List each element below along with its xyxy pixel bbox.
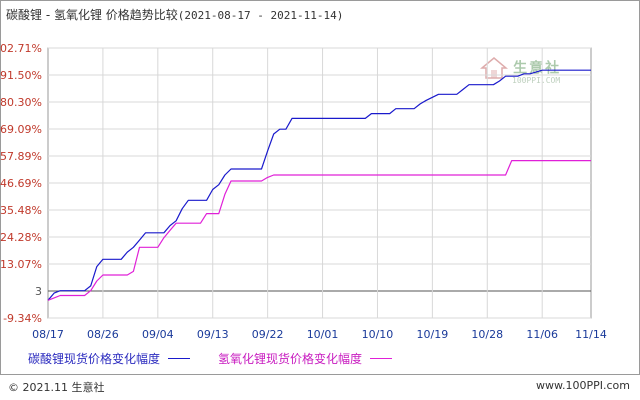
y-tick-label: 102.71% [0, 42, 42, 55]
series-line-1 [47, 69, 591, 301]
y-tick-label: 46.69% [0, 177, 42, 190]
series-layer [47, 69, 591, 301]
x-tick-label: 09/04 [142, 328, 174, 341]
watermark-logo: 生意社 100PPI.COM [479, 56, 562, 85]
legend-item-series1: 碳酸锂现货价格变化幅度 [28, 352, 161, 366]
y-tick-label: -9.34% [3, 312, 42, 325]
x-tick-label: 09/13 [197, 328, 229, 341]
y-tick-label: 24.28% [0, 231, 42, 244]
x-tick-label: 10/01 [307, 328, 339, 341]
y-tick-label: 69.09% [0, 123, 42, 136]
house-icon [479, 57, 509, 79]
legend: 碳酸锂现货价格变化幅度 氢氧化锂现货价格变化幅度 [28, 350, 420, 367]
x-tick-label: 10/28 [471, 328, 503, 341]
copyright-symbol: © [8, 381, 19, 394]
x-tick-label: 08/17 [32, 328, 64, 341]
legend-swatch-series2 [370, 358, 393, 359]
y-tick-label: 35.48% [0, 204, 42, 217]
series-line-2 [47, 160, 591, 301]
chart-date-range: (2021-08-17 - 2021-11-14) [177, 9, 344, 22]
watermark-subtext: 100PPI.COM [512, 76, 561, 85]
y-tick-label: 57.89% [0, 150, 42, 163]
x-tick-label: 11/14 [575, 328, 607, 341]
y-tick-label: 91.50% [0, 69, 42, 82]
y-tick-label: 3 [35, 285, 42, 298]
y-tick-label: 13.07% [0, 258, 42, 271]
footer-website: www.100PPI.com [536, 379, 630, 392]
grid-layer [0, 0, 640, 375]
footer-copyright: © 2021.11 生意社 [8, 379, 104, 395]
axis-layer: 102.71% 91.50% 80.30% 69.09% 57.89% 46.69% 35.… [0, 42, 607, 341]
x-tick-label: 10/19 [417, 328, 449, 341]
footer-left-text: 2021.11 生意社 [22, 381, 105, 394]
y-tick-label: 80.30% [0, 96, 42, 109]
chart-title-main: 碳酸锂 - 氢氧化锂 价格趋势比较 [6, 8, 178, 22]
watermark-text: 生意社 [513, 60, 562, 77]
legend-item-series2: 氢氧化锂现货价格变化幅度 [218, 352, 363, 366]
legend-swatch-series1 [168, 358, 191, 359]
x-tick-label: 11/06 [526, 328, 558, 341]
x-tick-label: 08/26 [87, 328, 119, 341]
x-tick-label: 09/22 [252, 328, 284, 341]
x-tick-label: 10/10 [362, 328, 394, 341]
chart-title: 碳酸锂 - 氢氧化锂 价格趋势比较(2021-08-17 - 2021-11-1… [6, 6, 343, 23]
